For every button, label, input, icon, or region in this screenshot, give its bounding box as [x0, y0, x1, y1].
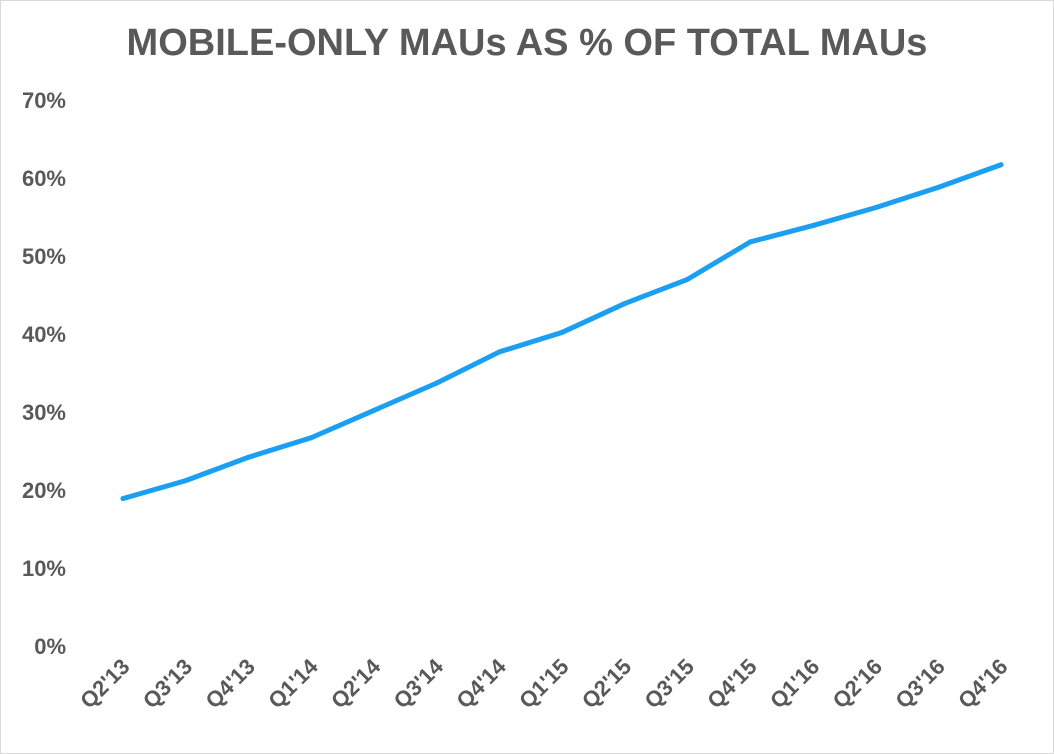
x-tick-label: Q4'14	[451, 653, 511, 713]
data-point	[998, 162, 1004, 168]
x-tick-label: Q1'15	[514, 654, 573, 713]
y-tick-label: 0%	[34, 634, 66, 659]
x-tick-label: Q4'15	[702, 654, 761, 713]
x-tick-label: Q2'15	[577, 654, 636, 713]
x-tick-label: Q2'16	[828, 654, 887, 713]
data-point	[810, 223, 816, 229]
y-tick-label: 20%	[22, 478, 66, 503]
y-tick-label: 40%	[22, 322, 66, 347]
data-point	[684, 276, 690, 282]
data-point	[183, 478, 189, 484]
data-point	[245, 454, 251, 460]
y-tick-label: 30%	[22, 400, 66, 425]
x-tick-label: Q2'14	[326, 653, 386, 713]
x-tick-label: Q4'13	[201, 654, 260, 713]
data-point	[434, 380, 440, 386]
chart-title: MOBILE-ONLY MAUs AS % OF TOTAL MAUs	[126, 22, 928, 64]
x-tick-label: Q1'16	[765, 654, 824, 713]
data-point	[120, 496, 126, 502]
x-tick-label: Q3'14	[389, 653, 449, 713]
y-tick-label: 70%	[22, 88, 66, 113]
y-tick-label: 60%	[22, 166, 66, 191]
data-point	[747, 239, 753, 245]
data-point	[371, 407, 377, 413]
y-tick-label: 50%	[22, 244, 66, 269]
x-tick-label: Q3'16	[890, 654, 949, 713]
y-tick-label: 10%	[22, 556, 66, 581]
data-point	[935, 184, 941, 190]
x-tick-label: Q1'14	[263, 653, 323, 713]
x-tick-label: Q4'16	[953, 654, 1012, 713]
data-point	[308, 435, 314, 441]
x-tick-label: Q3'15	[640, 654, 699, 713]
data-point	[496, 349, 502, 355]
data-point	[873, 205, 879, 211]
x-tick-label: Q2'13	[75, 654, 134, 713]
data-point	[622, 301, 628, 307]
data-point	[559, 329, 565, 335]
x-tick-label: Q3'13	[138, 654, 197, 713]
